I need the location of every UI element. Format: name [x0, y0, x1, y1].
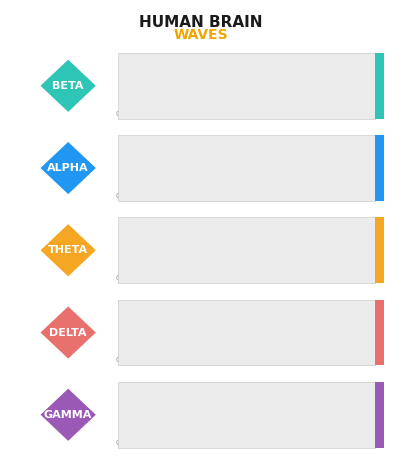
Text: BETA: BETA	[53, 81, 84, 91]
Text: GAMMA: GAMMA	[44, 410, 92, 420]
Text: WAVES: WAVES	[173, 28, 228, 42]
Text: ALPHA: ALPHA	[47, 163, 89, 173]
Text: THETA: THETA	[48, 245, 88, 255]
Text: HUMAN BRAIN: HUMAN BRAIN	[139, 15, 262, 30]
Text: DELTA: DELTA	[49, 328, 87, 337]
